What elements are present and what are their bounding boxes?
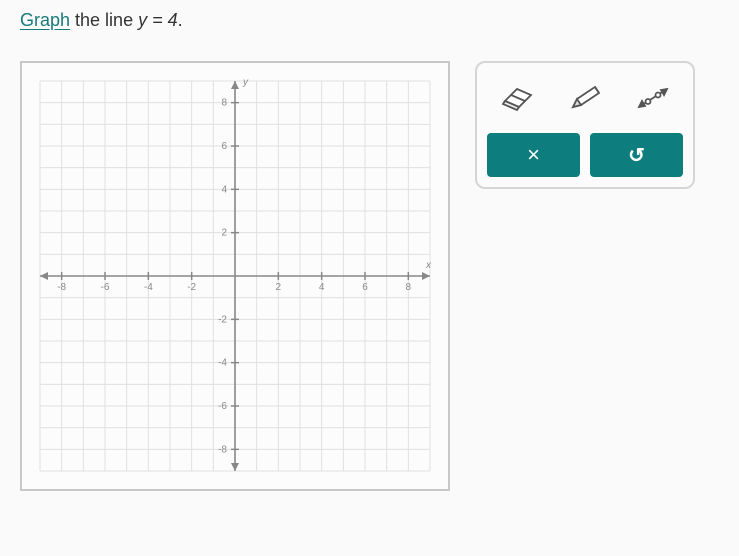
svg-text:-8: -8: [218, 444, 227, 455]
equation-text: y = 4: [138, 10, 178, 30]
pencil-tool[interactable]: [558, 78, 613, 118]
svg-text:-4: -4: [144, 282, 153, 293]
svg-text:8: 8: [221, 98, 227, 109]
coordinate-graph[interactable]: -8 -6 -4 -2 2 4 6 8 -8 -6 -4 -2 2 4 6 8 y x: [20, 61, 450, 491]
svg-text:-8: -8: [57, 282, 66, 293]
svg-text:4: 4: [221, 184, 227, 195]
eraser-icon: [497, 83, 537, 113]
eraser-tool[interactable]: [490, 78, 545, 118]
clear-button[interactable]: ×: [487, 133, 580, 177]
svg-text:-2: -2: [218, 314, 227, 325]
line-tool[interactable]: [626, 78, 681, 118]
svg-text:-6: -6: [101, 282, 110, 293]
svg-text:2: 2: [221, 228, 227, 239]
svg-text:8: 8: [406, 282, 412, 293]
svg-text:x: x: [425, 260, 432, 271]
svg-text:y: y: [242, 77, 249, 88]
svg-text:-2: -2: [187, 282, 196, 293]
drawing-toolbox: × ↺: [475, 61, 695, 189]
graph-link[interactable]: Graph: [20, 10, 70, 30]
close-icon: ×: [527, 142, 540, 168]
line-icon: [633, 83, 673, 113]
undo-button[interactable]: ↺: [590, 133, 683, 177]
instruction-text: Graph the line y = 4.: [20, 10, 719, 31]
instruction-period: .: [178, 10, 183, 30]
svg-text:6: 6: [221, 141, 227, 152]
pencil-icon: [565, 83, 605, 113]
svg-text:-4: -4: [218, 358, 227, 369]
svg-text:4: 4: [319, 282, 325, 293]
svg-text:6: 6: [362, 282, 368, 293]
svg-text:-6: -6: [218, 401, 227, 412]
undo-icon: ↺: [628, 143, 645, 168]
svg-text:2: 2: [276, 282, 282, 293]
instruction-rest: the line: [70, 10, 138, 30]
